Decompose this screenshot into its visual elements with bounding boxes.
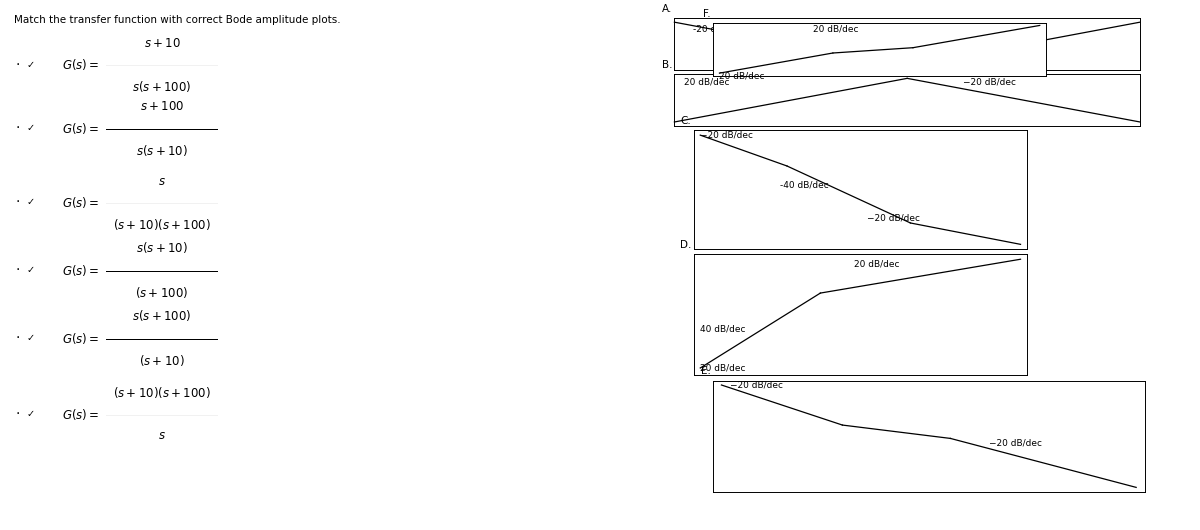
Text: ·: · <box>16 331 20 345</box>
Text: $(s + 10)(s + 100)$: $(s + 10)(s + 100)$ <box>113 385 211 400</box>
Text: $G(s) =$: $G(s) =$ <box>62 263 100 278</box>
Text: E.: E. <box>701 366 710 376</box>
Text: 20 dB/dec: 20 dB/dec <box>853 259 899 268</box>
Text: $G(s) =$: $G(s) =$ <box>62 195 100 210</box>
Text: 20 dB/dec: 20 dB/dec <box>684 77 730 86</box>
Text: −20 dB/dec: −20 dB/dec <box>989 438 1043 447</box>
Text: $s(s + 100)$: $s(s + 100)$ <box>132 80 192 94</box>
Text: A.: A. <box>661 4 672 14</box>
Text: $(s + 10)$: $(s + 10)$ <box>139 353 185 368</box>
Text: $s(s + 10)$: $s(s + 10)$ <box>136 143 188 158</box>
Text: ✓: ✓ <box>26 198 35 207</box>
Text: −20 dB/dec: −20 dB/dec <box>701 130 754 139</box>
Text: $G(s) =$: $G(s) =$ <box>62 407 100 422</box>
Text: D.: D. <box>680 240 691 250</box>
Text: ✓: ✓ <box>26 60 35 69</box>
Text: C.: C. <box>680 116 691 126</box>
Text: ✓: ✓ <box>26 410 35 419</box>
Text: $(s + 10)(s + 100)$: $(s + 10)(s + 100)$ <box>113 217 211 232</box>
Text: −20 dB/dec: −20 dB/dec <box>730 381 784 390</box>
Text: 20 dB/dec: 20 dB/dec <box>812 25 858 34</box>
Text: ·: · <box>16 263 20 277</box>
Text: $(s + 100)$: $(s + 100)$ <box>136 285 188 300</box>
Text: 20 dB/dec: 20 dB/dec <box>720 71 764 80</box>
Text: $s + 100$: $s + 100$ <box>140 100 184 113</box>
Text: -40 dB/dec: -40 dB/dec <box>780 180 829 189</box>
Text: $s(s + 10)$: $s(s + 10)$ <box>136 241 188 255</box>
Text: ·: · <box>16 196 20 209</box>
Text: ✓: ✓ <box>26 333 35 343</box>
Text: $s$: $s$ <box>158 429 166 443</box>
Text: ·: · <box>16 121 20 135</box>
Text: $G(s) =$: $G(s) =$ <box>62 331 100 346</box>
Text: $G(s) =$: $G(s) =$ <box>62 57 100 72</box>
Text: 20 dB/dec: 20 dB/dec <box>991 24 1037 33</box>
Text: $G(s) =$: $G(s) =$ <box>62 121 100 136</box>
Text: B.: B. <box>661 60 672 70</box>
Text: 40 dB/dec: 40 dB/dec <box>701 324 745 333</box>
Text: -20 dB/dec: -20 dB/dec <box>694 24 742 33</box>
Text: Match the transfer function with correct Bode amplitude plots.: Match the transfer function with correct… <box>14 15 341 25</box>
Text: 20 dB/dec: 20 dB/dec <box>701 363 745 372</box>
Text: −20 dB/dec: −20 dB/dec <box>964 77 1016 86</box>
Text: ·: · <box>16 58 20 72</box>
Text: ✓: ✓ <box>26 266 35 275</box>
Text: $s(s + 100)$: $s(s + 100)$ <box>132 308 192 323</box>
Text: −20 dB/dec: −20 dB/dec <box>868 214 920 223</box>
Text: $s$: $s$ <box>158 174 166 188</box>
Text: ✓: ✓ <box>26 123 35 133</box>
Text: $s + 10$: $s + 10$ <box>144 37 180 50</box>
Text: ·: · <box>16 408 20 421</box>
Text: F.: F. <box>703 9 710 19</box>
